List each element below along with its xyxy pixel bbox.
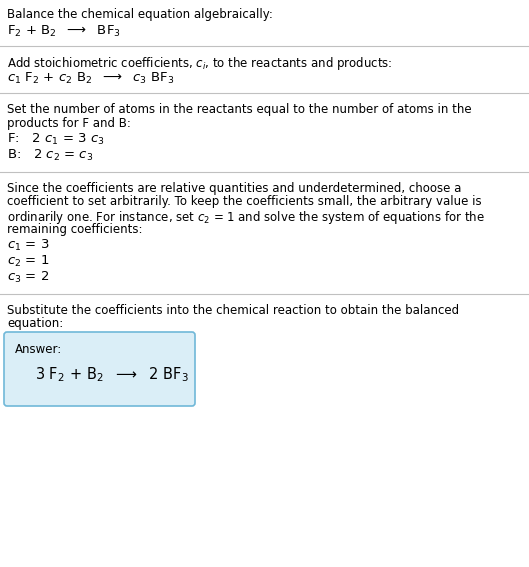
Text: $c_2$ = 1: $c_2$ = 1 [7, 254, 49, 269]
Text: products for F and B:: products for F and B: [7, 116, 131, 129]
Text: 3 F$_2$ + B$_2$  $\longrightarrow$  2 BF$_3$: 3 F$_2$ + B$_2$ $\longrightarrow$ 2 BF$_… [35, 365, 189, 384]
Text: $c_3$ = 2: $c_3$ = 2 [7, 270, 49, 285]
Text: coefficient to set arbitrarily. To keep the coefficients small, the arbitrary va: coefficient to set arbitrarily. To keep … [7, 196, 481, 209]
Text: B:   2 $c_2$ = $c_3$: B: 2 $c_2$ = $c_3$ [7, 148, 93, 163]
Text: remaining coefficients:: remaining coefficients: [7, 222, 142, 235]
Text: Answer:: Answer: [15, 343, 62, 356]
Text: F$_2$ + B$_2$  $\longrightarrow$  BF$_3$: F$_2$ + B$_2$ $\longrightarrow$ BF$_3$ [7, 23, 121, 39]
Text: $c_1$ F$_2$ + $c_2$ B$_2$  $\longrightarrow$  $c_3$ BF$_3$: $c_1$ F$_2$ + $c_2$ B$_2$ $\longrightarr… [7, 71, 174, 86]
Text: Add stoichiometric coefficients, $c_i$, to the reactants and products:: Add stoichiometric coefficients, $c_i$, … [7, 56, 393, 73]
FancyBboxPatch shape [4, 332, 195, 406]
Text: ordinarily one. For instance, set $c_2$ = 1 and solve the system of equations fo: ordinarily one. For instance, set $c_2$ … [7, 209, 485, 226]
Text: Since the coefficients are relative quantities and underdetermined, choose a: Since the coefficients are relative quan… [7, 182, 461, 195]
Text: Balance the chemical equation algebraically:: Balance the chemical equation algebraica… [7, 8, 273, 21]
Text: equation:: equation: [7, 318, 63, 331]
Text: $c_1$ = 3: $c_1$ = 3 [7, 238, 49, 253]
Text: F:   2 $c_1$ = 3 $c_3$: F: 2 $c_1$ = 3 $c_3$ [7, 132, 104, 147]
Text: Substitute the coefficients into the chemical reaction to obtain the balanced: Substitute the coefficients into the che… [7, 304, 459, 317]
Text: Set the number of atoms in the reactants equal to the number of atoms in the: Set the number of atoms in the reactants… [7, 103, 472, 116]
